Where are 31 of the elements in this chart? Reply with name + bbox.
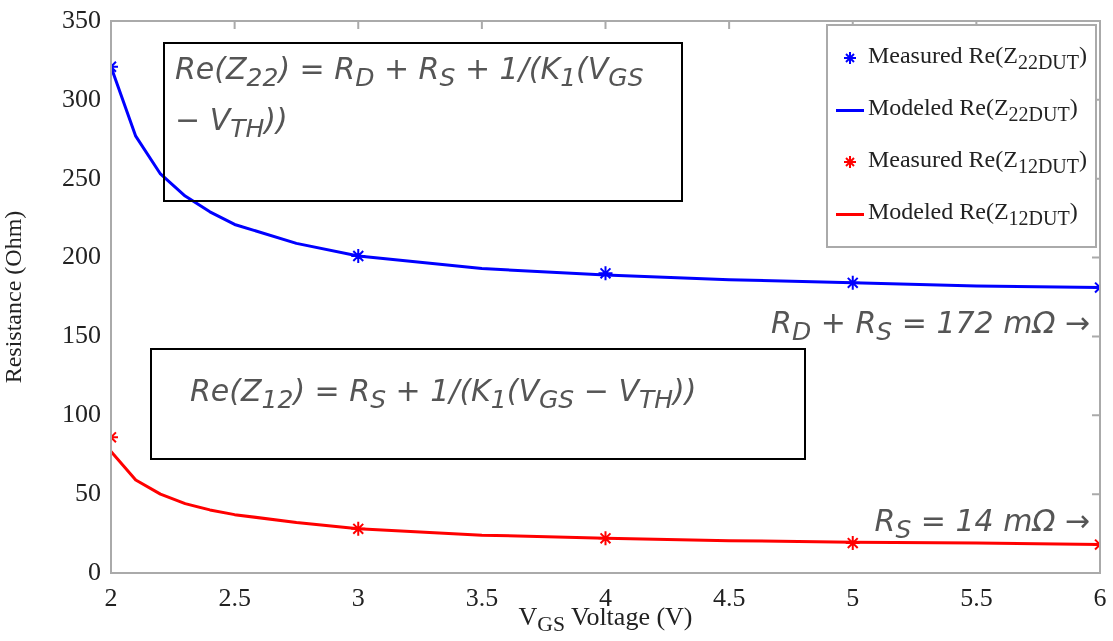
x-tick-label: 2 bbox=[104, 583, 118, 613]
y-tick-label: 50 bbox=[75, 477, 101, 507]
point bbox=[844, 274, 861, 291]
x-tick-label: 3 bbox=[351, 583, 365, 613]
x-tick-label: 5.5 bbox=[960, 583, 993, 613]
y-tick-label: 200 bbox=[62, 241, 101, 271]
legend-label: Modeled Re(Z$_{22DUT}$) bbox=[867, 94, 1078, 126]
x-tick-label: 2.5 bbox=[218, 583, 251, 613]
y-axis-title: Resistance (Ohm) bbox=[0, 210, 26, 384]
y-tick-label: 350 bbox=[62, 4, 101, 34]
legend-label: Modeled Re(Z$_{12DUT}$) bbox=[867, 198, 1078, 230]
x-tick-label: 3.5 bbox=[465, 583, 499, 613]
x-tick-label: 6 bbox=[1093, 583, 1107, 613]
point bbox=[350, 247, 367, 264]
annotation: R$_{D}$ + R$_{S}$ = 172 mΩ → bbox=[770, 304, 1090, 348]
point bbox=[597, 265, 614, 282]
y-tick-label: 250 bbox=[62, 162, 101, 192]
y-tick-label: 300 bbox=[62, 83, 101, 113]
y-tick-label: 100 bbox=[62, 399, 101, 429]
point bbox=[844, 535, 861, 552]
annotation: R$_{S}$ = 14 mΩ → bbox=[873, 502, 1090, 546]
text: Re(Z$_{22}$) = R$_{D}$ + R$_{S}$ + 1/(K$_{1}$(V$_{GS}$ − V$_{TH}$)) bbox=[175, 51, 644, 143]
x-tick-label: 4.5 bbox=[712, 583, 746, 613]
legend-label: Measured Re(Z$_{22DUT}$) bbox=[867, 42, 1087, 74]
text: Re(Z$_{12}$) = R$_{S}$ + 1/(K$_{1}$(V$_{GS}$ − V$_{TH}$)) bbox=[190, 373, 697, 414]
x-tick-label: 5 bbox=[846, 583, 860, 613]
y-tick-label: 0 bbox=[88, 556, 101, 586]
point bbox=[350, 520, 367, 537]
point bbox=[597, 530, 614, 547]
legend-label: Measured Re(Z$_{12DUT}$) bbox=[867, 146, 1087, 178]
y-tick-label: 150 bbox=[62, 320, 101, 350]
